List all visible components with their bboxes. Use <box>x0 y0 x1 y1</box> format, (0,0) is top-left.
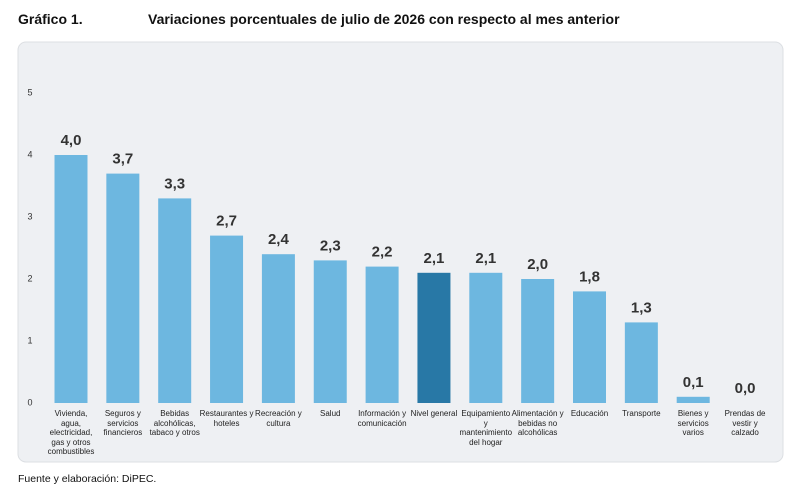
value-label: 2,0 <box>527 256 548 273</box>
value-label: 2,7 <box>216 213 237 230</box>
value-label: 2,1 <box>424 250 445 267</box>
bar <box>573 291 606 403</box>
value-label: 2,3 <box>320 237 341 254</box>
bar <box>210 235 244 403</box>
x-tick-label: Prendas de vestir y calzado <box>724 409 766 437</box>
y-tick-label: 2 <box>27 273 32 283</box>
x-tick-label: Nivel general <box>410 409 458 418</box>
x-tick-label: Seguros y servicios financieros <box>103 409 143 437</box>
value-label: 3,3 <box>164 175 185 192</box>
bar <box>521 279 555 403</box>
value-label: 0,1 <box>683 374 704 391</box>
value-label: 0,0 <box>735 380 756 397</box>
value-label: 2,1 <box>475 250 496 267</box>
value-label: 4,0 <box>61 132 82 149</box>
x-tick-label: Bebidas alcohólicas, tabaco y otros <box>149 409 200 437</box>
value-label: 2,2 <box>372 244 393 261</box>
figure-label: Gráfico 1. <box>18 11 83 27</box>
bar <box>158 198 192 403</box>
value-label: 3,7 <box>112 151 133 168</box>
x-tick-label: Alimentación y bebidas no alcohólicas <box>511 409 564 437</box>
x-tick-label: Equipamiento y mantenimiento del hogar <box>459 409 513 447</box>
y-tick-label: 3 <box>27 211 32 221</box>
x-tick-label: Salud <box>320 409 341 418</box>
bar <box>106 173 140 403</box>
bar <box>313 260 347 403</box>
x-tick-label: Bienes y servicios varios <box>677 409 709 437</box>
value-label: 2,4 <box>268 231 290 248</box>
x-tick-label: Información y comunicación <box>357 409 407 428</box>
x-tick-label: Restaurantes y hoteles <box>199 409 254 428</box>
chart-title: Variaciones porcentuales de julio de 202… <box>148 11 620 27</box>
bar <box>676 396 710 403</box>
y-tick-label: 4 <box>27 149 32 159</box>
x-tick-label: Transporte <box>622 409 661 418</box>
x-tick-label: Vivienda, agua, electricidad, gas y otro… <box>47 409 95 456</box>
y-tick-label: 1 <box>27 335 32 345</box>
bar <box>624 322 658 403</box>
y-tick-label: 5 <box>27 87 32 97</box>
value-label: 1,8 <box>579 268 600 285</box>
bar <box>261 254 295 403</box>
y-tick-label: 0 <box>27 397 32 407</box>
x-tick-label: Recreación y cultura <box>255 409 302 428</box>
bar <box>469 272 503 403</box>
bar <box>54 155 88 403</box>
x-tick-label: Educación <box>570 409 609 418</box>
source-note: Fuente y elaboración: DiPEC. <box>18 473 157 485</box>
value-label: 1,3 <box>631 299 652 316</box>
bar <box>365 266 399 403</box>
bar <box>417 272 451 403</box>
